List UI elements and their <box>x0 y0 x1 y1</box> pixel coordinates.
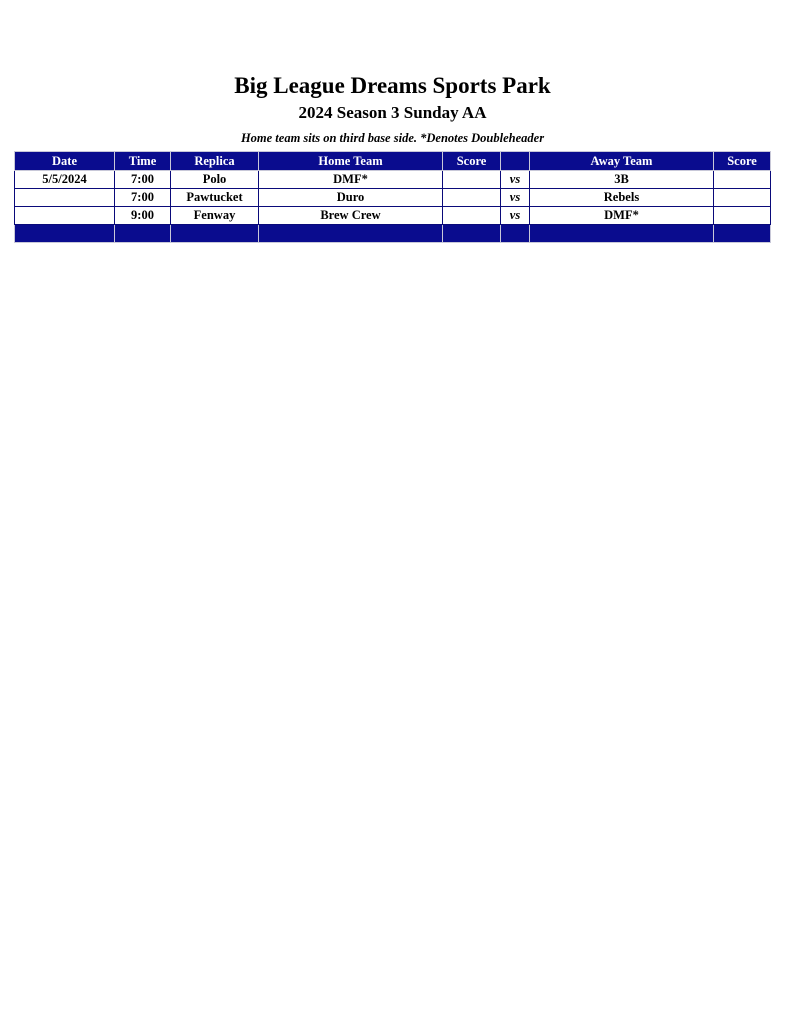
home-team: Duro <box>258 188 443 207</box>
time: 9:00 <box>114 206 171 225</box>
date: 5/5/2024 <box>14 170 115 189</box>
away-team: Rebels <box>529 188 714 207</box>
replica: Polo <box>170 170 259 189</box>
home-team: DMF* <box>258 170 443 189</box>
replica: Fenway <box>170 206 259 225</box>
home-team: Brew Crew <box>258 206 443 225</box>
col-away-score: Score <box>713 151 771 171</box>
col-vs <box>500 151 530 171</box>
note: Home team sits on third base side. *Deno… <box>240 131 545 145</box>
away-score <box>713 170 771 189</box>
away-score <box>713 188 771 207</box>
col-home-score: Score <box>442 151 501 171</box>
home-score <box>442 188 501 207</box>
vs: vs <box>500 188 530 207</box>
header-row: Date Time Replica Home Team Score Away T… <box>14 151 771 171</box>
footer-cell <box>114 224 171 243</box>
away-team: 3B <box>529 170 714 189</box>
page-title: Big League Dreams Sports Park <box>234 73 551 98</box>
date <box>14 188 115 207</box>
footer-cell <box>529 224 714 243</box>
home-score <box>442 206 501 225</box>
footer-cell <box>713 224 771 243</box>
footer-cell <box>170 224 259 243</box>
table-row: 5/5/2024 7:00 Polo DMF* vs 3B <box>14 170 771 189</box>
away-team: DMF* <box>529 206 714 225</box>
table-row: 9:00 Fenway Brew Crew vs DMF* <box>14 206 771 225</box>
table-row: 7:00 Pawtucket Duro vs Rebels <box>14 188 771 207</box>
col-date: Date <box>14 151 115 171</box>
footer-cell <box>500 224 530 243</box>
col-away-team: Away Team <box>529 151 714 171</box>
footer-row <box>14 224 771 243</box>
col-time: Time <box>114 151 171 171</box>
vs: vs <box>500 170 530 189</box>
footer-cell <box>442 224 501 243</box>
col-home-team: Home Team <box>258 151 443 171</box>
footer-cell <box>14 224 115 243</box>
home-score <box>442 170 501 189</box>
col-replica: Replica <box>170 151 259 171</box>
away-score <box>713 206 771 225</box>
schedule-table: Date Time Replica Home Team Score Away T… <box>14 151 771 243</box>
time: 7:00 <box>114 170 171 189</box>
replica: Pawtucket <box>170 188 259 207</box>
vs: vs <box>500 206 530 225</box>
date <box>14 206 115 225</box>
footer-cell <box>258 224 443 243</box>
time: 7:00 <box>114 188 171 207</box>
page-subtitle: 2024 Season 3 Sunday AA <box>298 103 487 122</box>
